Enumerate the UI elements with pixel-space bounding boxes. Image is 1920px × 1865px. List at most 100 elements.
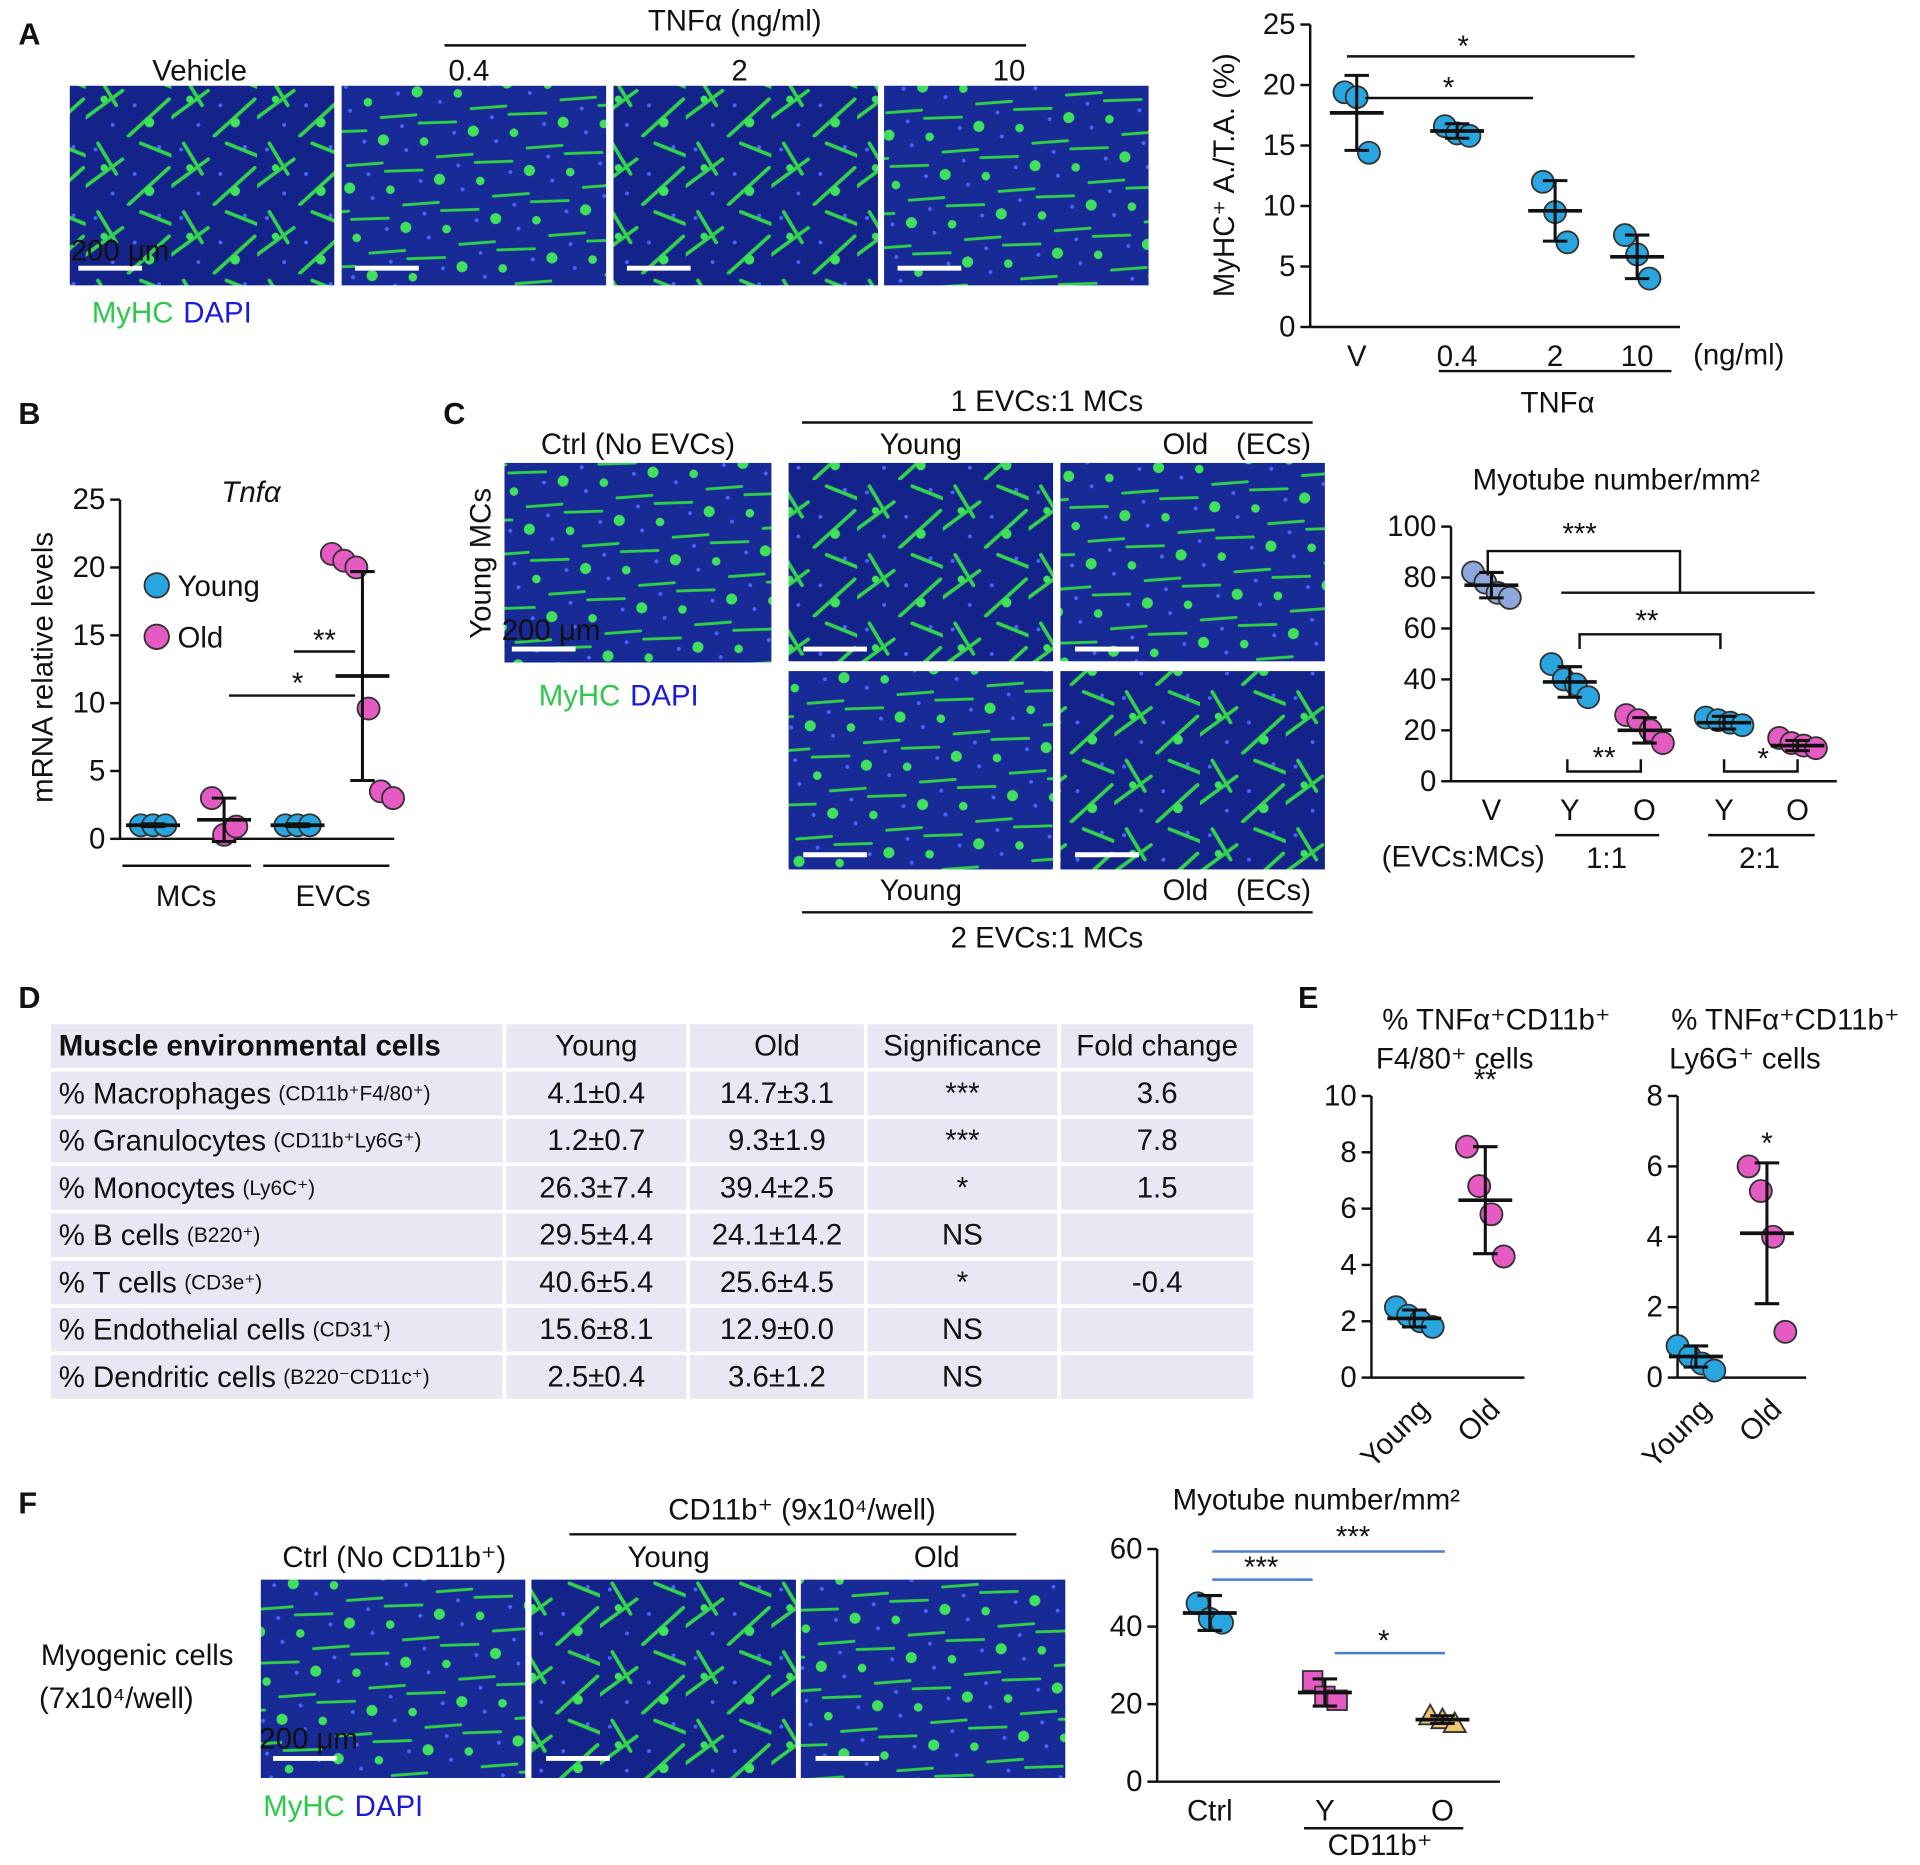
- table-cell: [506, 1166, 687, 1210]
- cell-marker: (CD11b⁺Ly6G⁺): [273, 1129, 421, 1152]
- y-tick-label: 2: [1647, 1291, 1663, 1324]
- error-bar: [1402, 1308, 1427, 1329]
- data-point: [356, 696, 381, 721]
- error-bar: [1444, 122, 1470, 140]
- micrograph: [1060, 462, 1325, 662]
- label: (7x10⁴/well): [39, 1682, 194, 1715]
- x-tick-label: 0.4: [1437, 340, 1478, 373]
- y-axis-label: MyHC⁺ A./T.A. (%): [1208, 53, 1241, 297]
- data-point: [1702, 1358, 1727, 1383]
- y-tick-label: 6: [1340, 1192, 1356, 1225]
- table-cell: [690, 1213, 864, 1257]
- label: Old: [1162, 874, 1208, 907]
- y-tick-label: 8: [1647, 1079, 1663, 1112]
- table-cell-text: 9.3±1.9: [728, 1124, 826, 1157]
- table-cell: [690, 1307, 864, 1352]
- y-tick-label: 60: [1110, 1533, 1143, 1566]
- x-prefix: (EVCs:MCs): [1382, 841, 1545, 874]
- significance: **: [1474, 1064, 1497, 1097]
- legend-label: Old: [178, 622, 224, 655]
- cell-name: % T cells: [59, 1266, 177, 1299]
- stain-name: MyHC: [92, 296, 174, 329]
- table-cell-text: NS: [942, 1219, 983, 1252]
- chart-title: % TNFα⁺CD11b⁺: [1382, 1004, 1610, 1037]
- table-cell: [506, 1355, 687, 1399]
- label: (ECs): [1236, 874, 1311, 907]
- cell-marker: (B220⁻CD11c⁺): [283, 1365, 429, 1388]
- label: 10: [993, 55, 1026, 88]
- cell-marker: (Ly6C⁺): [242, 1176, 315, 1199]
- table-cell: [1061, 1260, 1254, 1305]
- group-label: EVCs: [296, 880, 371, 913]
- stain-name: DAPI: [183, 296, 252, 329]
- y-tick-label: 0: [1126, 1765, 1142, 1798]
- y-tick-label: 20: [73, 551, 106, 584]
- label: TNFα (ng/ml): [648, 4, 822, 37]
- table-cell-text: *: [957, 1171, 968, 1204]
- table-cell-text: 3.6±1.2: [728, 1360, 826, 1393]
- table-cell-text: 39.4±2.5: [720, 1171, 834, 1204]
- micrograph: [788, 671, 1054, 870]
- legend-label: Young: [178, 570, 260, 603]
- table-cell-text: NS: [942, 1360, 983, 1393]
- table-cell: [50, 1166, 503, 1210]
- panel-letter: A: [18, 17, 40, 51]
- error-bar: [350, 570, 375, 783]
- table-cell-text: 29.5±4.4: [539, 1219, 653, 1252]
- table-cell: [690, 1166, 864, 1210]
- micrograph: [341, 85, 607, 286]
- label: Old: [914, 1541, 960, 1574]
- table-row-label: % Dendritic cells (B220⁻CD11c⁺): [59, 1360, 430, 1393]
- y-tick-label: 10: [1263, 190, 1296, 223]
- label: 1 EVCs:1 MCs: [951, 385, 1144, 418]
- y-tick-label: 15: [1263, 129, 1296, 162]
- table-row-label: % T cells (CD3e⁺): [59, 1266, 262, 1299]
- x-tick-label: Y: [1714, 794, 1734, 827]
- chart-title: Ly6G⁺ cells: [1669, 1043, 1821, 1076]
- data-point: [1357, 140, 1381, 165]
- stain-name: DAPI: [355, 1790, 424, 1823]
- cell-name: % Monocytes: [59, 1171, 235, 1204]
- table-cell: [867, 1355, 1058, 1399]
- table-header: Significance: [883, 1030, 1041, 1063]
- micrograph: [800, 1579, 1066, 1779]
- x-tick-label: Young: [1636, 1393, 1717, 1474]
- data-point: [1730, 713, 1755, 738]
- table-cell: [867, 1307, 1058, 1352]
- significance: *: [1443, 72, 1454, 105]
- y-tick-label: 0: [1340, 1361, 1356, 1394]
- table-cell: [50, 1355, 503, 1399]
- label: Young: [880, 874, 962, 907]
- table-header: Fold change: [1076, 1030, 1238, 1063]
- y-tick-label: 40: [1110, 1610, 1143, 1643]
- table-cell: [50, 1213, 503, 1257]
- error-bar: [1473, 1145, 1498, 1256]
- x-tick-label: O: [1633, 794, 1656, 827]
- table-cell-text: 1.2±0.7: [547, 1124, 645, 1157]
- table-cell: [506, 1024, 687, 1068]
- table-cell: [50, 1260, 503, 1305]
- error-bar: [1632, 716, 1657, 745]
- cell-marker: (CD3e⁺): [184, 1271, 262, 1294]
- x-tick-label: Young: [1354, 1393, 1435, 1474]
- micrograph: [613, 85, 878, 286]
- significance: ***: [1244, 1551, 1278, 1584]
- error-bar: [211, 796, 237, 844]
- table-cell: [50, 1024, 503, 1068]
- y-tick-label: 0: [89, 822, 105, 855]
- micrograph: [69, 85, 335, 286]
- table-cell: [1061, 1166, 1254, 1210]
- error-bar: [1430, 1714, 1455, 1726]
- table-header: Young: [555, 1030, 637, 1063]
- significance: *: [1378, 1624, 1389, 1657]
- y-tick-label: 100: [1387, 510, 1436, 543]
- table-cell: [50, 1118, 503, 1163]
- table-row-label: % Macrophages (CD11b⁺F4/80⁺): [59, 1077, 431, 1110]
- micrograph: [531, 1579, 796, 1779]
- significance-bracket: [1578, 633, 1722, 650]
- x-tick-label: V: [1482, 794, 1502, 827]
- table-cell: [867, 1071, 1058, 1116]
- error-bar: [1683, 1344, 1709, 1369]
- table-cell: [50, 1307, 503, 1352]
- label: 200 μm: [71, 235, 170, 268]
